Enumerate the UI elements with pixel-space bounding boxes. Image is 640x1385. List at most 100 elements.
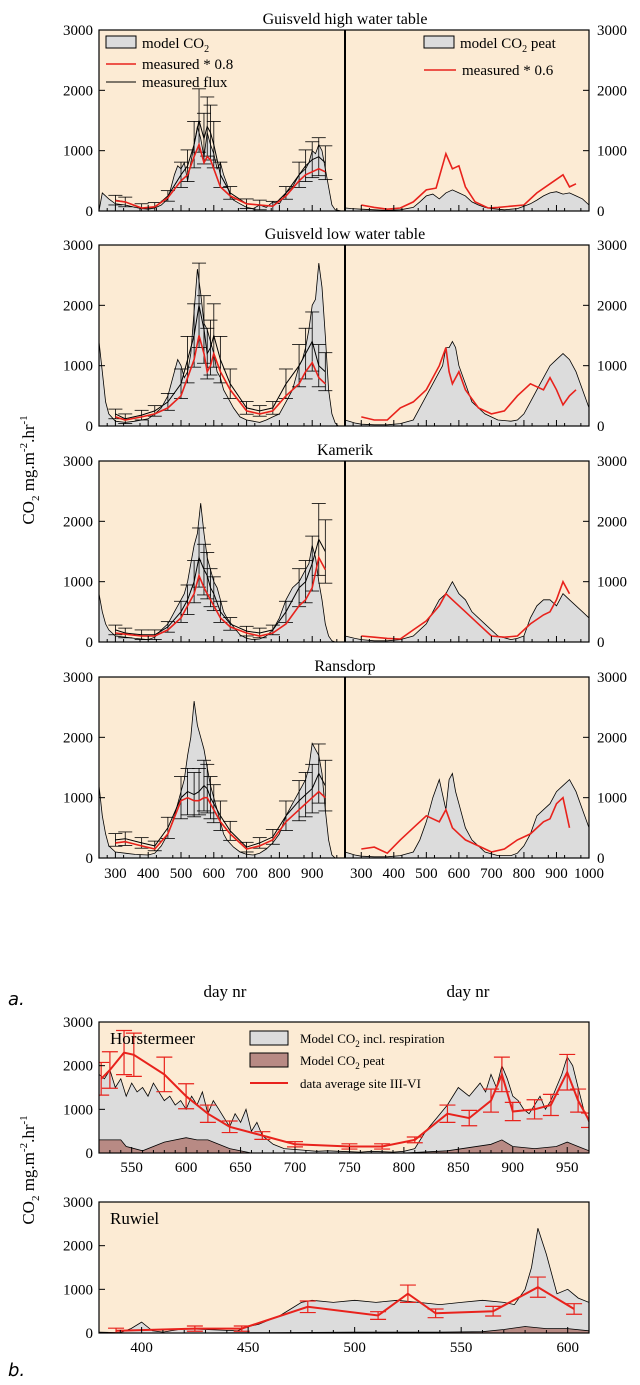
y-tick-label-right: 3000 (597, 23, 627, 39)
x-tick-label: 800 (393, 1160, 416, 1176)
y-tick-label-left: 0 (86, 204, 94, 220)
y-tick-label-left: 0 (86, 851, 94, 867)
measured-flux-line (115, 772, 326, 848)
x-tick-label: 950 (556, 1160, 579, 1176)
legend-part-a: model CO2 measured * 0.8 measured flux mode… (105, 35, 557, 91)
y-tick-label-left: 2000 (63, 730, 93, 746)
panel-plot-area (99, 701, 589, 858)
y-tick-label: 3000 (63, 1015, 93, 1031)
x-axis-label-right: day nr (447, 982, 490, 1001)
y-tick-label: 1000 (63, 1102, 93, 1118)
figure-label-a: a. (8, 989, 25, 1010)
y-tick-label: 0 (86, 1146, 94, 1162)
x-tick-label-left: 800 (268, 866, 291, 882)
panel-title: Horstermeer (110, 1029, 195, 1048)
y-tick-label: 2000 (63, 1239, 93, 1255)
model-co2-peat-area (99, 1137, 589, 1153)
panel-plot-area (99, 1029, 589, 1153)
measured-flux-line (115, 538, 326, 636)
legend-part-b: Model CO2 incl. respiration Model CO2 pea… (249, 1030, 445, 1091)
x-tick-label-left: 900 (301, 866, 324, 882)
measured-0-8-line (115, 555, 327, 637)
panel-title: Ruwiel (110, 1209, 159, 1228)
model-co2-incl-respiration-area (99, 1228, 589, 1333)
x-tick-label: 850 (447, 1160, 470, 1176)
x-tick-label-left: 600 (203, 866, 226, 882)
measured-0-8-line (115, 335, 326, 421)
y-tick-label-right: 2000 (597, 298, 627, 314)
panel-frame (98, 1201, 590, 1334)
x-tick-label: 400 (130, 1340, 153, 1356)
measured-0-6-line (361, 151, 577, 211)
y-axis-label-b: CO2 mg.m-2.hr-1 (18, 1115, 42, 1224)
y-tick-label-left: 2000 (63, 298, 93, 314)
measured-0-6-line (361, 579, 571, 640)
x-tick-label: 650 (229, 1160, 252, 1176)
y-tick-label-right: 2000 (597, 514, 627, 530)
x-tick-label-right: 500 (415, 866, 438, 882)
y-tick-label-right: 2000 (597, 730, 627, 746)
x-tick-label-right: 1000 (574, 866, 604, 882)
legend-swatch-model-co2 (105, 35, 137, 49)
measured-0-8-line (115, 790, 326, 850)
measured-0-6-line (361, 796, 571, 855)
panel-title: Guisveld low water table (265, 226, 425, 243)
measured-0-8-line (115, 142, 326, 209)
legend-swatch-model-incl-resp (249, 1030, 289, 1046)
y-tick-label-left: 3000 (63, 454, 93, 470)
model-co2-peat-area (344, 340, 589, 426)
x-tick-label: 900 (502, 1160, 525, 1176)
y-tick-label-left: 2000 (63, 514, 93, 530)
legend-label-measured-0-8: measured * 0.8 (142, 57, 233, 73)
legend-swatch-model-peat (249, 1052, 289, 1068)
x-tick-label-right: 600 (448, 866, 471, 882)
x-axis-label-left: day nr (204, 982, 247, 1001)
panel-plot-area (99, 503, 589, 642)
x-tick-label: 600 (175, 1160, 198, 1176)
x-tick-label-left: 400 (137, 866, 160, 882)
x-tick-label-left: 700 (235, 866, 258, 882)
y-tick-label-left: 3000 (63, 23, 93, 39)
panel-plot-area (99, 88, 589, 211)
y-tick-label-left: 1000 (63, 359, 93, 375)
legend-label-model-peat: Model CO2 peat (300, 1053, 385, 1071)
legend-label-model-co2-peat: model CO2 peat (460, 36, 557, 55)
y-tick-label-left: 0 (86, 635, 94, 651)
x-tick-label: 550 (450, 1340, 473, 1356)
y-tick-label-right: 1000 (597, 791, 627, 807)
y-tick-label: 0 (86, 1326, 94, 1342)
y-tick-label-left: 1000 (63, 791, 93, 807)
x-tick-label-left: 300 (104, 866, 127, 882)
x-tick-label: 550 (120, 1160, 143, 1176)
panel-frame (98, 1021, 590, 1154)
y-tick-label-right: 3000 (597, 670, 627, 686)
y-tick-label-right: 0 (597, 204, 605, 220)
measured-flux-line (115, 120, 326, 210)
x-tick-label-right: 300 (350, 866, 373, 882)
y-tick-label-left: 0 (86, 419, 94, 435)
panel-b-1: Horstermeer 0 1000 2000 3000 550 600 650 700 750 8… (63, 1015, 590, 1176)
y-tick-label-right: 0 (597, 851, 605, 867)
y-tick-label: 1000 (63, 1282, 93, 1298)
legend-swatch-model-co2-peat (423, 35, 455, 49)
x-tick-label-right: 900 (545, 866, 568, 882)
measured-flux-line (115, 305, 326, 420)
x-tick-label-right: 700 (480, 866, 503, 882)
panel-plot-area (99, 262, 589, 426)
panel-title: Ransdorp (314, 658, 375, 675)
x-tick-label-right: 800 (513, 866, 536, 882)
y-tick-label-right: 1000 (597, 359, 627, 375)
y-axis-label-a-text: CO2 mg.m-2.hr-1 (18, 415, 42, 524)
model-co2-peat-area (344, 189, 589, 211)
legend-label-measured-flux: measured flux (142, 75, 228, 91)
panel-a-3: Kamerik 0 0 1000 1000 2000 2000 3000 3000 (63, 442, 627, 651)
legend-label-measured-0-6: measured * 0.6 (462, 63, 554, 79)
legend-label-model-co2: model CO2 (142, 36, 209, 55)
panel-title: Guisveld high water table (263, 11, 428, 28)
x-tick-label: 450 (237, 1340, 260, 1356)
y-tick-label-left: 2000 (63, 83, 93, 99)
x-tick-label: 500 (343, 1340, 366, 1356)
y-tick-label: 2000 (63, 1059, 93, 1075)
y-axis-label-b-text: CO2 mg.m-2.hr-1 (18, 1115, 42, 1224)
